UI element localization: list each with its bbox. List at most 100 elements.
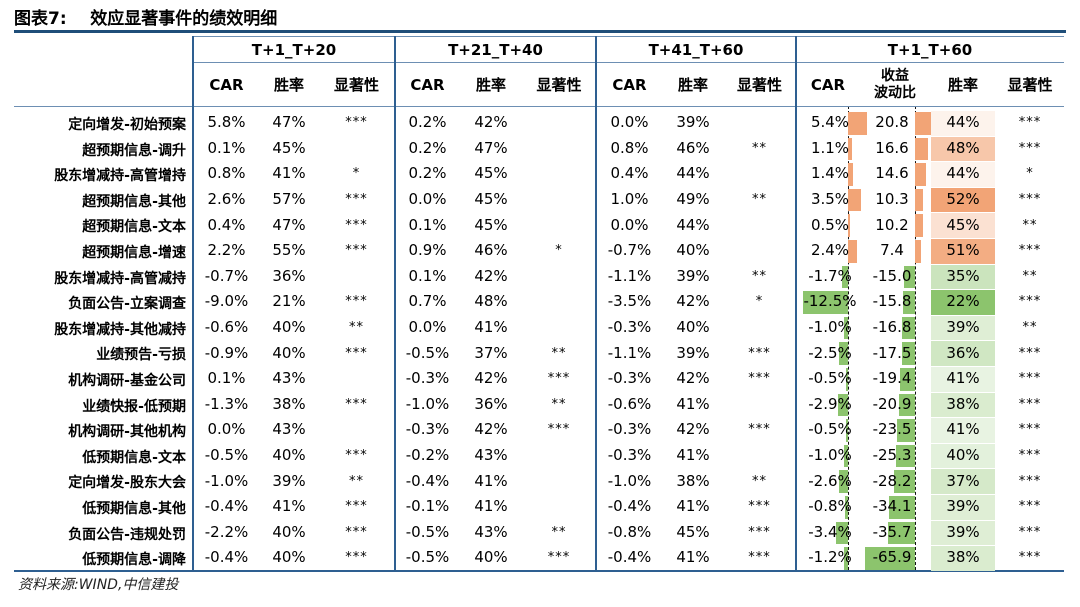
car-zero-line bbox=[848, 106, 849, 570]
title-rule bbox=[14, 30, 1066, 33]
group-separator bbox=[795, 36, 797, 570]
winrate-cell-total: 39% bbox=[946, 522, 980, 541]
significance-cell: ** bbox=[752, 192, 767, 208]
winrate-cell-total: 44% bbox=[946, 164, 980, 183]
ratio-cell: -19.4 bbox=[872, 369, 912, 388]
row-label: 低预期信息-其他 bbox=[82, 501, 186, 517]
winrate-tile bbox=[931, 290, 995, 315]
car-cell: -9.0% bbox=[204, 292, 249, 311]
winrate-cell-total: 38% bbox=[946, 548, 980, 567]
ratio-cell: -35.7 bbox=[872, 522, 912, 541]
significance-cell-total: *** bbox=[1018, 371, 1042, 387]
subheader-sig: 显著性 bbox=[333, 75, 379, 94]
figure-title: 图表7: 效应显著事件的绩效明细 bbox=[14, 9, 278, 29]
winrate-cell: 21% bbox=[272, 292, 306, 311]
subheader-win: 胜率 bbox=[273, 75, 304, 94]
winrate-cell: 41% bbox=[676, 497, 710, 516]
ratio-bar bbox=[915, 214, 923, 237]
significance-cell: ** bbox=[551, 524, 567, 540]
ratio-cell: -28.2 bbox=[872, 471, 912, 490]
significance-cell-total: *** bbox=[1018, 499, 1042, 515]
significance-cell: ** bbox=[349, 473, 364, 489]
car-cell-total: -3.4% bbox=[808, 522, 852, 541]
ratio-cell: -25.3 bbox=[872, 446, 912, 465]
significance-cell-total: *** bbox=[1018, 243, 1042, 259]
subheader-win: 胜率 bbox=[475, 75, 506, 94]
car-bar bbox=[845, 496, 848, 519]
ratio-cell: -17.5 bbox=[872, 343, 912, 362]
winrate-cell: 40% bbox=[676, 241, 710, 260]
winrate-cell-total: 22% bbox=[946, 292, 980, 311]
significance-cell: *** bbox=[345, 243, 368, 259]
significance-cell: *** bbox=[345, 294, 368, 310]
significance-cell: *** bbox=[345, 448, 368, 464]
winrate-cell-total: 41% bbox=[946, 420, 980, 439]
significance-cell-total: *** bbox=[1018, 422, 1042, 438]
car-bar bbox=[841, 265, 848, 289]
winrate-tile bbox=[931, 111, 995, 136]
significance-cell bbox=[522, 110, 596, 136]
car-cell: -0.3% bbox=[405, 420, 450, 439]
car-cell: -0.7% bbox=[607, 241, 652, 260]
winrate-cell-total: 48% bbox=[946, 138, 980, 157]
ratio-bar bbox=[903, 265, 915, 289]
significance-cell: ** bbox=[752, 268, 767, 284]
car-cell: -1.3% bbox=[204, 394, 249, 413]
car-bar bbox=[848, 163, 854, 186]
significance-cell bbox=[522, 468, 596, 494]
ratio-cell: 10.3 bbox=[875, 190, 909, 209]
ratio-cell: -34.1 bbox=[872, 497, 912, 516]
winrate-cell: 42% bbox=[676, 292, 710, 311]
winrate-cell: 57% bbox=[272, 190, 306, 209]
car-cell: 0.0% bbox=[610, 113, 649, 132]
significance-cell bbox=[318, 366, 395, 392]
car-cell-total: 2.4% bbox=[810, 241, 850, 260]
winrate-cell: 46% bbox=[474, 241, 508, 260]
ratio-bar bbox=[895, 444, 915, 468]
car-cell: -0.8% bbox=[607, 522, 652, 541]
ratio-cell: -20.9 bbox=[872, 394, 912, 413]
significance-cell: *** bbox=[748, 345, 771, 361]
car-cell: -0.4% bbox=[204, 548, 249, 567]
row-label: 超预期信息-其他 bbox=[82, 193, 186, 210]
car-cell-total: -2.6% bbox=[808, 471, 852, 490]
significance-cell-total: *** bbox=[1018, 396, 1042, 412]
subheader-car: CAR bbox=[810, 75, 846, 94]
winrate-cell: 41% bbox=[676, 548, 710, 567]
row-label: 股东增减持-其他减持 bbox=[54, 321, 186, 338]
car-cell: 0.8% bbox=[610, 138, 649, 157]
car-cell: -0.4% bbox=[405, 471, 450, 490]
subheader-win: 胜率 bbox=[947, 75, 978, 94]
car-bar bbox=[838, 470, 848, 493]
winrate-cell: 39% bbox=[272, 471, 306, 490]
winrate-cell-total: 44% bbox=[946, 113, 980, 132]
winrate-cell: 40% bbox=[272, 548, 306, 567]
car-cell: 0.1% bbox=[207, 138, 246, 157]
group-separator bbox=[394, 36, 396, 570]
subheader-ratio-line1: 收益 bbox=[881, 68, 909, 84]
winrate-cell-total: 37% bbox=[946, 471, 980, 490]
car-cell: 0.1% bbox=[408, 215, 447, 234]
winrate-cell-total: 39% bbox=[946, 318, 980, 337]
significance-cell: *** bbox=[748, 371, 771, 387]
winrate-tile bbox=[931, 546, 995, 571]
winrate-cell: 40% bbox=[676, 318, 710, 337]
significance-cell-total: *** bbox=[1018, 192, 1042, 208]
winrate-cell: 41% bbox=[676, 446, 710, 465]
winrate-cell-total: 38% bbox=[946, 394, 980, 413]
winrate-tile bbox=[931, 213, 995, 238]
significance-cell: *** bbox=[345, 499, 368, 515]
significance-cell-total: * bbox=[1026, 166, 1034, 182]
winrate-cell: 45% bbox=[474, 215, 508, 234]
significance-cell: * bbox=[755, 294, 764, 310]
car-cell: -0.1% bbox=[405, 497, 450, 516]
group-header: T+41_T+60 bbox=[648, 40, 744, 59]
winrate-cell-total: 36% bbox=[946, 343, 980, 362]
ratio-bar bbox=[903, 291, 915, 314]
ratio-cell: -15.0 bbox=[872, 266, 912, 285]
row-label: 低预期信息-调降 bbox=[82, 552, 186, 569]
winrate-cell: 38% bbox=[272, 394, 306, 413]
winrate-cell: 36% bbox=[474, 394, 508, 413]
significance-cell bbox=[318, 417, 395, 443]
winrate-cell: 41% bbox=[474, 318, 508, 337]
